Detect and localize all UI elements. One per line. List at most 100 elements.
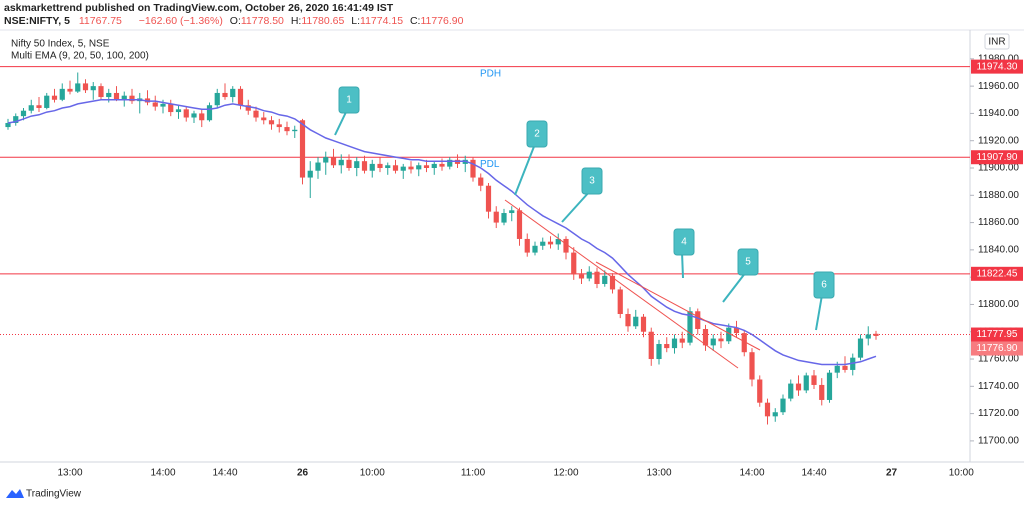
l: 11774.15 (360, 15, 403, 27)
candle-body (392, 165, 399, 171)
ema-line (7, 99, 877, 366)
candle-body (788, 383, 794, 399)
candle-body (679, 338, 685, 343)
candle-body (307, 170, 313, 178)
candle-body (299, 120, 306, 178)
candle-body (214, 92, 220, 106)
candle-body (586, 271, 592, 279)
candle-body (385, 165, 391, 168)
candle-body (578, 274, 585, 279)
callout-box (526, 120, 548, 148)
candle-body (20, 110, 27, 117)
candle-body (741, 333, 747, 353)
trendline (595, 261, 761, 351)
candle-body (749, 352, 755, 380)
candle-body (152, 102, 158, 107)
l-label: L: (351, 15, 360, 27)
candle-body (819, 384, 825, 400)
x-tick-label: 14:00 (150, 468, 175, 479)
callout-pointer (815, 294, 823, 331)
y-tick-label: 11760.00 (978, 354, 1019, 365)
o-label: O: (230, 15, 241, 27)
candle-body (168, 103, 174, 113)
candle-body (447, 159, 453, 167)
candle-body (873, 333, 879, 336)
candle-body (594, 271, 600, 284)
level-label: 11907.90 (977, 152, 1018, 163)
candle-body (75, 83, 81, 92)
candle-body (36, 105, 42, 108)
level-annotation: PDH (480, 68, 501, 79)
h-label: H: (291, 15, 302, 27)
candle-body (470, 159, 476, 178)
callout-pointer (561, 190, 591, 223)
x-tick-label: 13:00 (646, 468, 671, 479)
callout-box (813, 271, 835, 299)
x-tick-label: 14:00 (739, 468, 764, 479)
level-label-box (971, 150, 1023, 165)
candle-body (268, 120, 275, 125)
candle-body (191, 113, 197, 118)
candle-body (330, 157, 337, 166)
level-label: 11822.45 (977, 268, 1018, 279)
publish-line: askmarkettrend published on TradingView.… (4, 2, 394, 14)
candle-body (865, 334, 871, 339)
candle-body (826, 372, 833, 400)
candle-body (230, 88, 236, 98)
candle-body (222, 92, 228, 98)
candle-body (803, 375, 809, 391)
level-label-box (971, 59, 1023, 74)
candle-body (323, 157, 329, 163)
y-tick-label: 11900.00 (978, 163, 1019, 174)
candle-body (369, 163, 375, 171)
callout-label: 2 (534, 129, 540, 140)
candle-body (811, 375, 817, 385)
candle-body (431, 163, 437, 168)
brand-logo (6, 489, 24, 498)
candle-body (113, 92, 120, 100)
candle-body (67, 88, 73, 92)
y-tick-label: 11860.00 (978, 217, 1019, 228)
candle-body (772, 412, 778, 417)
last-price-label: 11776.90 (977, 343, 1018, 354)
level-label-box (971, 327, 1023, 342)
x-tick-label: 26 (297, 468, 309, 479)
y-tick-label: 11940.00 (978, 108, 1019, 119)
candle-body (377, 163, 383, 168)
candle-body (199, 113, 205, 121)
y-tick-label: 11800.00 (978, 299, 1019, 310)
candle-body (509, 210, 515, 214)
candle-body (354, 161, 360, 168)
candle-body (82, 83, 89, 91)
quote-line: NSE:NIFTY, 5 11767.75 −162.60 (−1.36%) O… (4, 15, 464, 27)
callout-pointer (334, 109, 348, 136)
candle-body (13, 116, 19, 123)
legend-indicator: Multi EMA (9, 20, 50, 100, 200) (11, 51, 149, 62)
last: 11767.75 (79, 15, 122, 27)
candle-body (485, 185, 492, 212)
symbol: NSE:NIFTY, 5 (4, 15, 70, 27)
candle-body (501, 213, 507, 223)
currency-box[interactable] (984, 33, 1010, 50)
y-tick-label: 11980.00 (978, 53, 1019, 64)
y-tick-label: 11840.00 (978, 245, 1019, 256)
callout-pointer (722, 271, 747, 303)
candle-body (416, 165, 422, 170)
candle-body (261, 117, 267, 121)
candle-body (664, 344, 670, 349)
candle-body (757, 379, 763, 403)
y-tick-label: 11720.00 (978, 408, 1019, 419)
candle-body (718, 338, 724, 342)
legend-title: Nifty 50 Index, 5, NSE (11, 39, 110, 50)
candle-body (532, 245, 538, 253)
candle-body (160, 103, 166, 107)
x-tick-label: 10:00 (360, 468, 385, 479)
candle-body (695, 311, 701, 330)
last-price-box (971, 341, 1023, 356)
candle-body (563, 238, 569, 253)
currency[interactable]: INR (988, 37, 1005, 48)
candle-body (710, 338, 716, 346)
change: −162.60 (−1.36%) (139, 15, 223, 27)
candle-body (478, 177, 484, 186)
